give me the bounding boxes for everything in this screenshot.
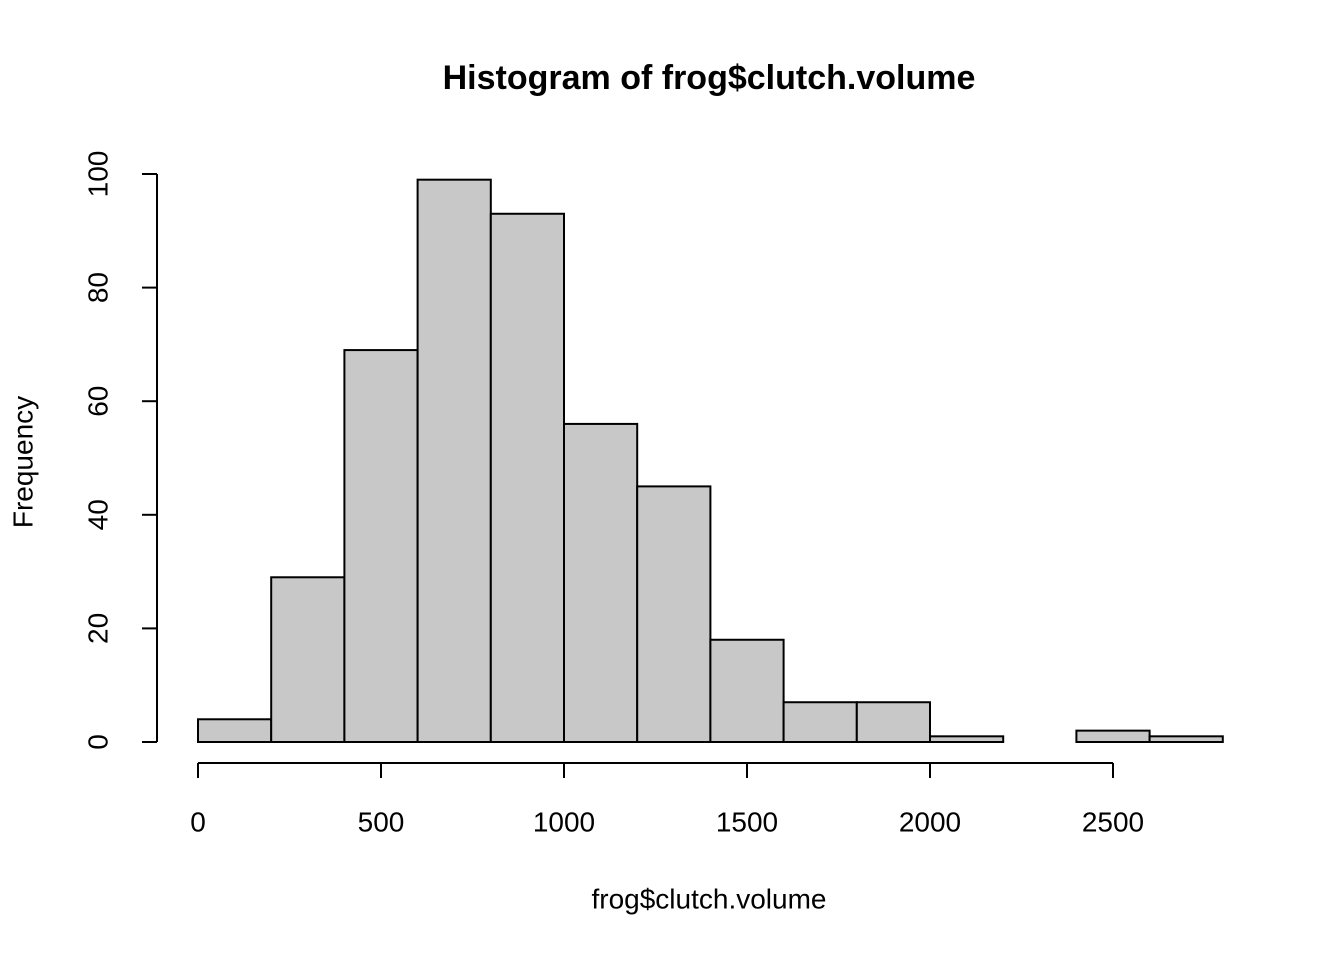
bar xyxy=(709,638,785,744)
y-tick-label: 100 xyxy=(82,151,113,198)
y-tick-label: 60 xyxy=(82,386,113,417)
x-tick-label: 1500 xyxy=(716,806,778,837)
bar xyxy=(1148,735,1224,744)
bar xyxy=(782,701,858,743)
bar xyxy=(489,212,565,743)
bar xyxy=(1075,729,1151,744)
x-tick-label: 2500 xyxy=(1082,806,1144,837)
bar xyxy=(416,178,492,743)
x-tick-label: 2000 xyxy=(899,806,961,837)
x-tick-label: 1000 xyxy=(533,806,595,837)
bar xyxy=(636,485,712,743)
bar xyxy=(343,349,419,743)
bar xyxy=(929,735,1005,744)
bar xyxy=(563,422,639,743)
bar xyxy=(855,701,931,743)
y-axis-label: Frequency xyxy=(7,396,38,528)
y-tick-label: 0 xyxy=(82,734,113,750)
y-tick-label: 20 xyxy=(82,613,113,644)
x-tick-label: 0 xyxy=(190,806,206,837)
y-tick-label: 40 xyxy=(82,499,113,530)
bar xyxy=(270,576,346,744)
chart-title: Histogram of frog$clutch.volume xyxy=(443,59,976,97)
x-axis-label: frog$clutch.volume xyxy=(591,883,826,914)
y-tick-label: 80 xyxy=(82,272,113,303)
x-tick-label: 500 xyxy=(358,806,405,837)
bar xyxy=(197,718,273,744)
